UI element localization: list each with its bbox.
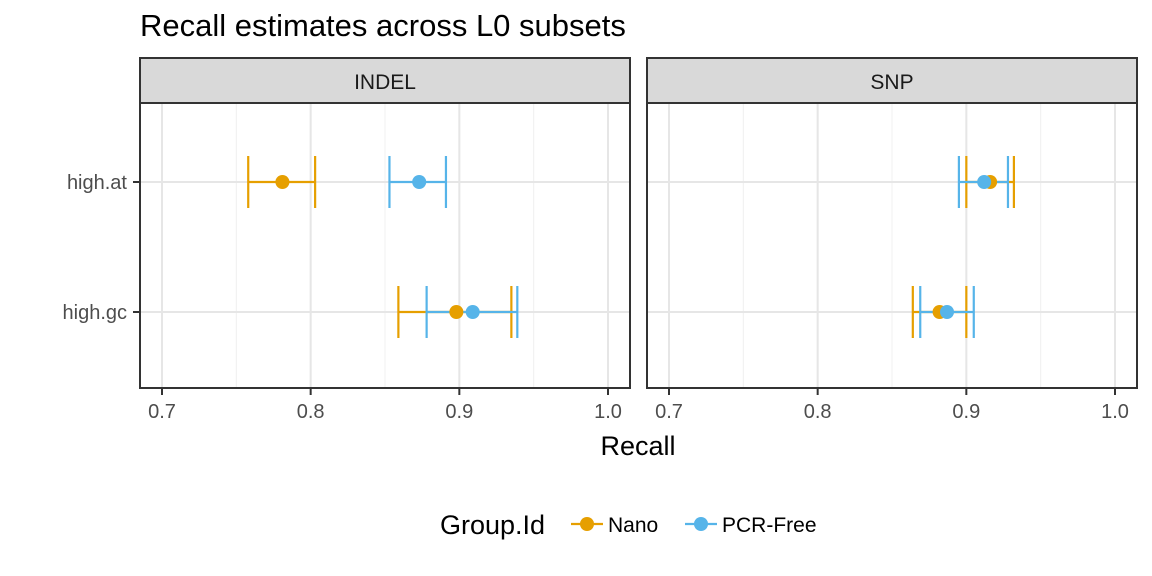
x-tick-label-snp: 1.0 [1101,401,1129,423]
point-snp-pcr-free [940,305,955,319]
x-axis-label: Recall [600,431,675,461]
y-tick-label: high.at [67,172,127,194]
legend-key-nano [571,517,603,531]
point-snp-pcr-free [977,175,992,189]
x-tick-label-snp: 0.9 [952,401,980,423]
legend-key-nano-dot [580,517,594,531]
legend-label-nano: Nano [608,514,659,537]
strip-label-indel: INDEL [354,71,416,94]
point-indel-pcr-free [465,305,480,319]
point-indel-nano [449,305,464,319]
strip-snp [646,57,1138,104]
x-tick-label-indel: 0.9 [445,401,473,423]
point-indel-nano [275,175,290,189]
y-tick-label: high.gc [63,302,128,324]
chart-title: Recall estimates across L0 subsets [140,8,626,43]
x-tick-label-snp: 0.7 [655,401,683,423]
legend-key-pcr-free-dot [694,517,708,531]
legend-label-pcr-free: PCR-Free [722,514,817,537]
strip-label-snp: SNP [870,71,913,94]
x-tick-label-indel: 0.7 [148,401,176,423]
x-tick-label-snp: 0.8 [804,401,832,423]
x-tick-label-indel: 1.0 [594,401,622,423]
legend: Group.Id Nano PCR-Free [0,504,1152,544]
point-indel-pcr-free [412,175,427,189]
strip-indel [139,57,631,104]
legend-key-pcr-free [685,517,717,531]
legend-title: Group.Id [440,510,546,540]
x-tick-label-indel: 0.8 [297,401,325,423]
